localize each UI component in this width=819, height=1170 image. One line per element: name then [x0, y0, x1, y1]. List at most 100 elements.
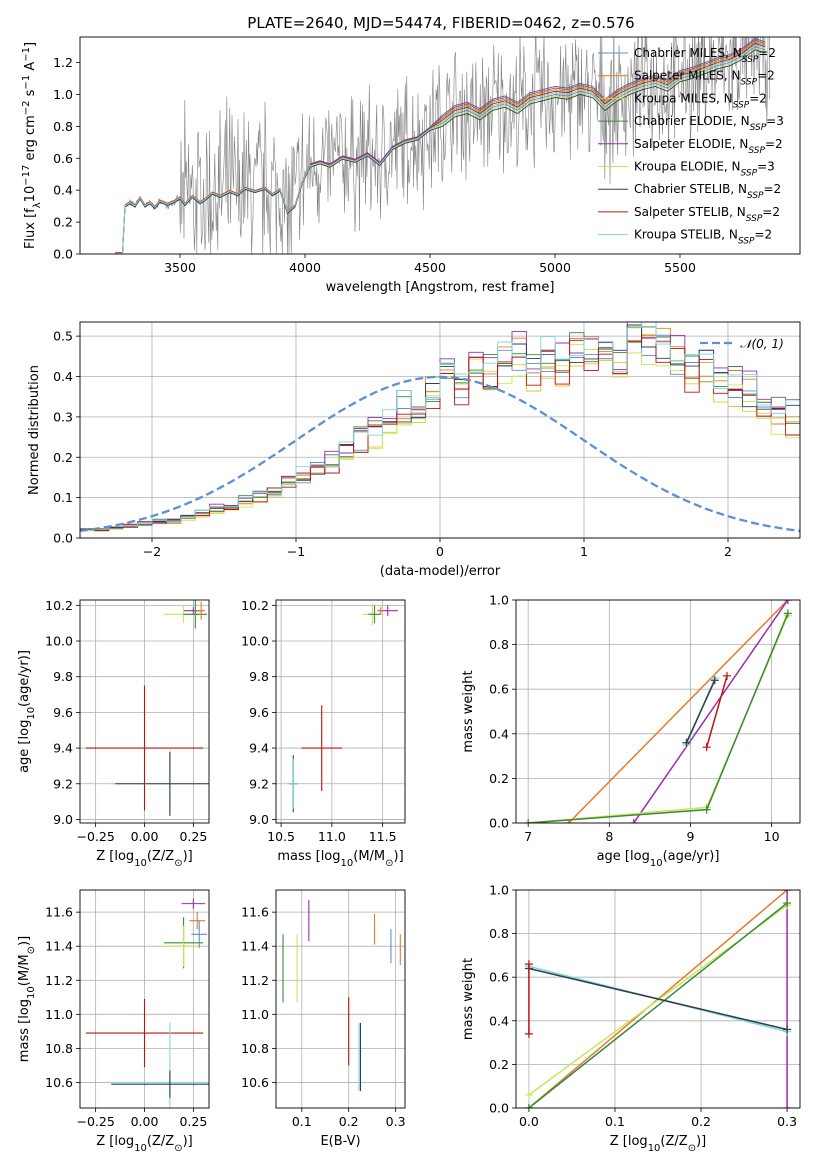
x-axis-label-part: 10	[134, 858, 147, 869]
legend-label-sub: SSP	[733, 100, 750, 110]
axes-frame	[79, 599, 210, 824]
y-tick-label: 11.4	[241, 939, 269, 954]
series-marker	[702, 805, 711, 814]
age-vs-metallicity-panel: −0.25 0.00 0.25 9.0 9.2 9.4 9.6 9.8 10.0 10.2 Z [l…	[17, 598, 210, 869]
x-axis-label-part: (Z/Z	[147, 849, 174, 864]
legend-label: Salpeter STELIB, NSSP=2	[634, 205, 780, 224]
x-tick-label: 3500	[164, 260, 196, 275]
x-axis-label: wavelength [Angstrom, rest frame]	[326, 280, 555, 295]
y-axis-label-part: age [log	[17, 720, 32, 773]
x-tick-label: 0.25	[179, 1114, 207, 1129]
y-tick-label: 0.4	[489, 1013, 509, 1028]
series-line-salpeter-elodie	[633, 600, 789, 823]
legend-label: Kroupa STELIB, NSSP=2	[634, 228, 772, 247]
plot-area	[85, 600, 209, 816]
x-tick-label: −1	[287, 544, 305, 559]
series-marker	[722, 671, 731, 680]
x-axis-label-part: ⊙	[385, 858, 393, 869]
y-axis-label-part: )]	[17, 936, 32, 946]
series-line-kroupa-elodie	[528, 615, 789, 823]
y-tick-label: 0.8	[489, 926, 509, 941]
y-tick-label: 0.2	[489, 1057, 509, 1072]
x-axis-label-part: (age/yr)]	[663, 849, 720, 864]
y-tick-label: 10.6	[241, 1075, 269, 1090]
mass-weight-vs-metallicity-panel: 0.0 0.1 0.2 0.3 0.0 0.2 0.4 0.6 0.8 1.0 Z [log10(Z…	[461, 883, 801, 1154]
y-tick-label: 9.0	[53, 812, 73, 827]
x-axis-label-part: age [log	[597, 849, 650, 864]
x-axis-label: Z [log10(Z/Z⊙)]	[96, 1134, 192, 1154]
legend-label-sub: SSP	[738, 237, 755, 247]
y-tick-label: 9.2	[249, 776, 269, 791]
y-axis-label: Flux [fλ10−17 erg cm−2 s−1 A−1]	[21, 42, 43, 249]
x-tick-label: 10.5	[267, 829, 295, 844]
y-tick-label: 0.8	[53, 119, 73, 134]
y-tick-label: 0.0	[53, 531, 73, 546]
x-tick-label: 0.0	[519, 1114, 539, 1129]
x-tick-label: 9	[686, 829, 694, 844]
legend-label-sub: SSP	[741, 78, 758, 88]
x-axis-label-part: ⊙	[688, 1143, 696, 1154]
series-line-salpeter-stelib	[705, 675, 728, 748]
plot-area	[524, 600, 792, 823]
y-axis-label-part: mass weight	[461, 670, 476, 752]
y-axis-label-part: mass [log	[17, 999, 32, 1062]
series-marker	[702, 743, 711, 752]
model-line-kroupa-stelib	[115, 44, 766, 254]
x-axis-label: Z [log10(Z/Z⊙)]	[610, 1134, 706, 1154]
spectrum-panel: 3500 4000 4500 5000 5500 0.0 0.2 0.4 0.6 0.8 1.0 1.…	[21, 36, 801, 295]
x-tick-label: 4500	[414, 260, 446, 275]
y-tick-label: 11.6	[241, 905, 269, 920]
series-marker	[783, 890, 792, 894]
y-tick-label: 9.0	[249, 812, 269, 827]
y-axis-label-part: ]	[23, 42, 38, 47]
x-axis-label-part: )]	[183, 1134, 193, 1149]
axes-frame	[275, 889, 406, 1109]
series-marker	[783, 1104, 792, 1108]
legend-label-suffix: =2	[758, 46, 776, 60]
y-tick-label: 1.0	[53, 87, 73, 102]
x-tick-label: 8	[605, 829, 613, 844]
y-tick-label: 0.5	[53, 329, 73, 344]
y-tick-label: 9.6	[249, 705, 269, 720]
residual-histogram-panel: −2 −1 0 1 2 0.0 0.1 0.2 0.3 0.4 0.5 (data-model)/er…	[27, 321, 801, 579]
x-axis-label-part: 10	[650, 858, 663, 869]
y-tick-label: 0.2	[53, 215, 73, 230]
y-tick-label: 10.0	[45, 634, 73, 649]
legend-label-main: Chabrier STELIB, N	[634, 182, 747, 196]
x-tick-label: 5500	[664, 260, 696, 275]
y-tick-label: 0.4	[53, 369, 73, 384]
y-tick-label: 10.2	[241, 598, 269, 613]
legend: 𝒩(0, 1)	[700, 337, 784, 351]
y-axis-label: mass weight	[461, 958, 476, 1040]
y-tick-label: 11.0	[45, 1007, 73, 1022]
legend-label: Salpeter MILES, NSSP=2	[634, 69, 775, 88]
y-axis-label-part: s	[23, 89, 38, 100]
y-tick-label: 10.8	[241, 1041, 269, 1056]
y-axis-label-part: ⊙	[26, 946, 37, 954]
x-tick-label: 0.1	[292, 1114, 312, 1129]
y-axis-label: mass weight	[461, 670, 476, 752]
series-marker	[629, 819, 638, 823]
x-axis-label: Z [log10(Z/Z⊙)]	[96, 849, 192, 869]
series-marker	[783, 609, 792, 618]
axes-frame	[79, 36, 801, 255]
y-axis-label-part: (age/yr)]	[17, 650, 32, 707]
x-tick-label: 0.25	[179, 829, 207, 844]
series-line-chabrier-stelib	[528, 967, 788, 1031]
legend-label-main: Chabrier ELODIE, N	[634, 114, 750, 128]
y-axis-label-part: mass weight	[461, 958, 476, 1040]
x-tick-label: 7	[524, 829, 532, 844]
legend-label-suffix: =3	[766, 114, 784, 128]
x-axis-label-part: 10	[341, 858, 354, 869]
x-axis-label-part: (M/M	[353, 849, 385, 864]
legend-label: Kroupa MILES, NSSP=2	[634, 91, 767, 110]
y-tick-label: 1.0	[489, 593, 509, 608]
axes-frame	[275, 599, 406, 824]
y-tick-label: 0.4	[489, 726, 509, 741]
legend-label-suffix: =2	[749, 91, 767, 105]
y-tick-label: 0.4	[53, 183, 73, 198]
legend-label-sub: SSP	[747, 191, 764, 201]
series-marker	[682, 738, 691, 747]
plot-area	[282, 900, 401, 1091]
x-tick-label: 0.3	[386, 1114, 406, 1129]
